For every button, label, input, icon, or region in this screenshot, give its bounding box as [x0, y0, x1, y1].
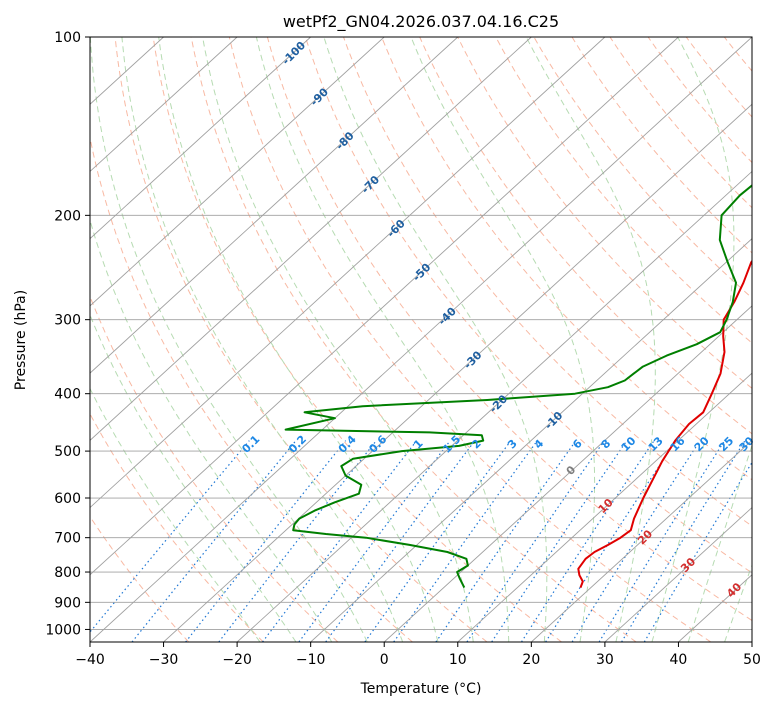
y-tick-label: 800	[54, 565, 81, 581]
chart-title: wetPf2_GN04.2026.037.04.16.C25	[283, 12, 559, 32]
moist-adiabat	[202, 37, 474, 642]
dewpoint-line	[284, 184, 752, 589]
isotherm	[531, 439, 752, 642]
moist-adiabat	[255, 37, 510, 642]
dry-adiabat	[419, 37, 752, 435]
mixing-ratio-line	[598, 440, 726, 642]
dry-adiabat	[457, 37, 752, 389]
moist-adiabat	[323, 37, 548, 642]
x-axis: −40 −30 −20 −10 0 10 20 30 40 50	[75, 642, 761, 668]
y-axis: 100 200 300 400 500 600 700 800 900 1000	[45, 30, 90, 638]
x-tick-label: 30	[596, 652, 614, 668]
moist-adiabat	[121, 37, 404, 642]
temperature-line	[577, 259, 752, 588]
mixing-ratio-line	[262, 440, 418, 642]
moist-adiabat	[90, 218, 333, 642]
dry-adiabat	[190, 37, 637, 642]
dry-adiabat	[304, 37, 752, 574]
moist-adiabat	[724, 563, 752, 642]
dry-adiabat	[114, 37, 488, 642]
moist-adiabat	[525, 37, 656, 642]
background-lines	[90, 37, 752, 642]
mixing-ratio-line	[621, 440, 746, 642]
isotherm	[383, 305, 752, 642]
dry-adiabat	[90, 295, 339, 642]
dry-adiabat	[266, 37, 752, 622]
y-tick-label: 300	[54, 313, 81, 329]
isotherm	[90, 37, 385, 307]
moist-adiabat	[90, 313, 297, 642]
x-axis-label: Temperature (°C)	[360, 681, 482, 697]
mixing-ratio-line	[298, 440, 451, 642]
y-axis-label: Pressure (hPa)	[13, 290, 29, 390]
y-tick-label: 1000	[45, 622, 81, 638]
x-tick-label: −40	[75, 652, 105, 668]
isotherm	[457, 372, 752, 642]
y-tick-label: 700	[54, 531, 81, 547]
x-tick-label: 50	[743, 652, 761, 668]
moist-adiabat	[158, 37, 439, 642]
x-tick-label: 10	[449, 652, 467, 668]
y-tick-label: 600	[54, 491, 81, 507]
dry-adiabat	[228, 37, 712, 642]
isotherm	[90, 37, 238, 173]
moist-adiabat	[90, 37, 368, 642]
mixing-ratio-line	[131, 440, 297, 642]
x-tick-label: −30	[149, 652, 179, 668]
y-tick-label: 200	[54, 208, 81, 224]
mixing-ratio-line	[643, 461, 752, 642]
isotherm	[90, 37, 459, 374]
isotherm	[310, 238, 752, 642]
isotherm	[236, 170, 752, 642]
mixing-ratio-line	[520, 440, 655, 642]
x-tick-label: −10	[296, 652, 326, 668]
isotherm	[90, 37, 532, 441]
mixing-ratio-line	[185, 440, 347, 642]
plot-frame	[89, 36, 753, 643]
y-tick-label: 100	[54, 30, 81, 46]
dry-adiabat	[90, 412, 264, 642]
isotherm	[90, 37, 606, 509]
dry-adiabat	[342, 37, 752, 527]
mixing-ratio-line	[90, 440, 250, 633]
moist-adiabat	[90, 387, 261, 642]
isotherm	[90, 37, 311, 240]
y-tick-label: 400	[54, 387, 81, 403]
y-tick-label: 900	[54, 595, 81, 611]
dry-adiabat	[381, 37, 752, 481]
mixing-ratio-line	[364, 440, 512, 642]
isotherm	[90, 37, 752, 642]
mixing-ratio-line	[393, 440, 538, 642]
isotherm	[163, 103, 752, 642]
moist-adiabat	[651, 37, 735, 642]
isotherm	[604, 506, 752, 642]
y-tick-label: 500	[54, 444, 81, 460]
x-tick-label: 0	[380, 652, 389, 668]
x-tick-label: 20	[522, 652, 540, 668]
x-tick-label: 40	[670, 652, 688, 668]
isotherm	[90, 37, 679, 576]
moist-adiabat	[687, 443, 752, 642]
x-tick-label: −20	[222, 652, 252, 668]
sounding-series	[284, 184, 752, 589]
dry-adiabat	[90, 135, 413, 642]
